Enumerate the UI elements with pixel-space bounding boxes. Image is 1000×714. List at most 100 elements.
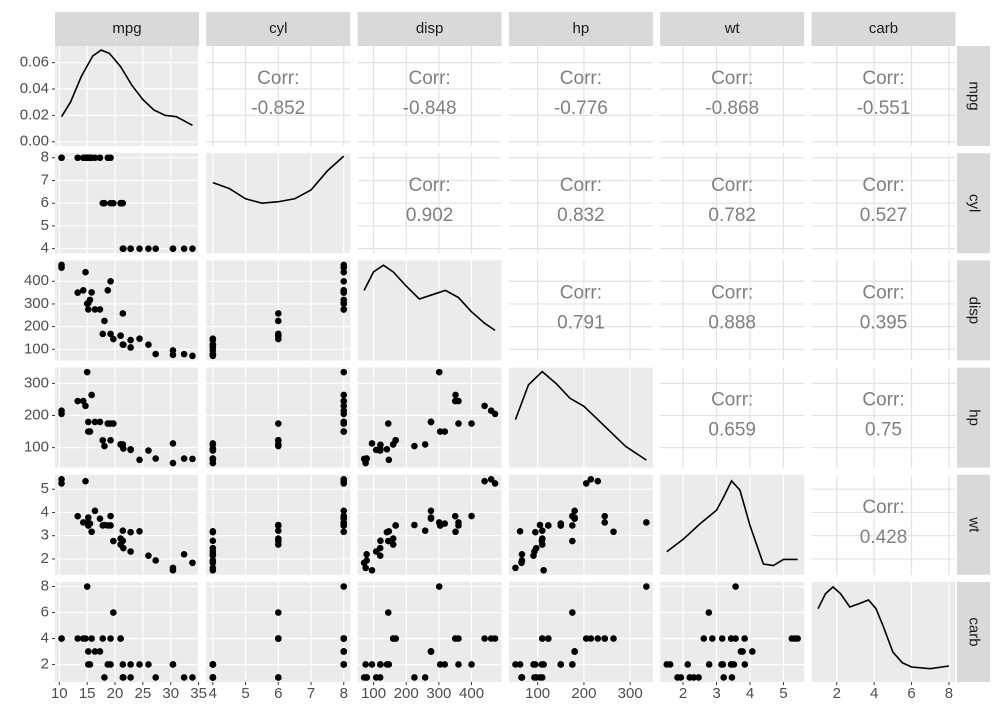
x-tick-label: 8 bbox=[945, 685, 953, 702]
scatter-point bbox=[741, 635, 748, 642]
scatter-point bbox=[610, 528, 617, 536]
scatter-point bbox=[455, 420, 462, 427]
y-tick-label: 4 bbox=[41, 629, 49, 646]
scatter-point bbox=[101, 674, 108, 681]
scatter-point bbox=[455, 661, 462, 668]
scatter-point bbox=[82, 635, 89, 642]
x-tick-label: 2 bbox=[833, 685, 841, 702]
scatter-point bbox=[88, 528, 95, 536]
scatter-point bbox=[99, 199, 107, 207]
x-tick-label: 300 bbox=[426, 685, 451, 702]
x-tick-label: 10 bbox=[51, 685, 68, 702]
scatter-point bbox=[209, 455, 217, 462]
scatter-point bbox=[709, 635, 716, 642]
scatter-point bbox=[427, 418, 435, 426]
panel-background bbox=[660, 260, 805, 361]
scatter-point bbox=[83, 583, 91, 590]
scatter-point bbox=[145, 552, 152, 559]
x-tick-label: 4 bbox=[746, 685, 754, 702]
scatter-point bbox=[441, 661, 449, 668]
scatter-point bbox=[518, 674, 526, 681]
scatter-point bbox=[127, 661, 134, 668]
scatter-point bbox=[544, 635, 552, 642]
corr-value: 0.888 bbox=[708, 312, 756, 333]
scatter-point bbox=[571, 507, 578, 515]
scatter-point bbox=[451, 397, 459, 405]
corr-value: 0.832 bbox=[557, 205, 605, 226]
scatter-point bbox=[571, 648, 578, 655]
scatter-point bbox=[275, 335, 282, 343]
scatter-point bbox=[58, 154, 65, 162]
panel-background bbox=[660, 474, 805, 575]
corr-value: 0.902 bbox=[406, 205, 454, 226]
scatter-point bbox=[340, 407, 348, 414]
scatter-point bbox=[557, 661, 565, 668]
x-tick-label: 25 bbox=[135, 685, 152, 702]
scatter-point bbox=[82, 477, 89, 485]
scatter-point bbox=[275, 527, 282, 534]
scatter-point bbox=[180, 245, 188, 252]
scatter-point bbox=[83, 154, 91, 162]
scatter-point bbox=[152, 674, 159, 681]
scatter-point bbox=[107, 277, 114, 285]
scatter-point bbox=[145, 341, 152, 348]
corr-value: -0.868 bbox=[705, 98, 759, 119]
scatter-point bbox=[74, 635, 82, 642]
panel-background bbox=[811, 260, 956, 361]
column-strip-label: wt bbox=[724, 20, 741, 37]
scatter-point bbox=[209, 566, 217, 574]
scatter-point bbox=[362, 564, 369, 572]
x-tick-label: 7 bbox=[307, 685, 315, 702]
y-tick-label: 400 bbox=[24, 272, 49, 289]
scatter-point bbox=[83, 519, 91, 526]
scatter-point bbox=[718, 635, 726, 642]
scatter-point bbox=[209, 447, 217, 454]
scatter-point bbox=[180, 455, 188, 462]
scatter-point bbox=[152, 350, 159, 358]
scatter-point bbox=[91, 418, 99, 426]
corr-value: 0.782 bbox=[708, 205, 756, 226]
scatter-point bbox=[88, 635, 95, 642]
scatter-point bbox=[169, 347, 177, 354]
panel-background bbox=[660, 367, 805, 468]
scatter-point bbox=[389, 541, 397, 548]
y-tick-label: 0.00 bbox=[20, 133, 49, 150]
scatter-point bbox=[436, 661, 444, 668]
corr-label: Corr: bbox=[257, 68, 299, 89]
corr-value: 0.75 bbox=[865, 420, 902, 441]
scatter-point bbox=[74, 397, 82, 405]
scatter-point bbox=[58, 264, 65, 271]
scatter-point bbox=[383, 661, 391, 668]
panel-background bbox=[811, 367, 956, 468]
scatter-point bbox=[601, 512, 609, 520]
scatter-point bbox=[384, 420, 392, 427]
panel-background bbox=[811, 474, 956, 575]
scatter-point bbox=[169, 566, 177, 574]
scatter-point bbox=[127, 445, 134, 453]
scatter-point bbox=[340, 648, 348, 655]
scatter-point bbox=[427, 648, 435, 655]
column-strip bbox=[508, 12, 653, 46]
scatter-point bbox=[275, 635, 282, 642]
y-tick-label: 100 bbox=[24, 340, 49, 357]
y-tick-label: 0.06 bbox=[20, 54, 49, 71]
corr-label: Corr: bbox=[862, 175, 904, 196]
scatter-point bbox=[518, 557, 526, 564]
corr-label: Corr: bbox=[408, 175, 450, 196]
density-curve bbox=[817, 585, 950, 670]
scatter-point bbox=[538, 537, 546, 545]
y-tick-label: 0.04 bbox=[20, 80, 49, 97]
scatter-point bbox=[152, 455, 159, 462]
scatter-point bbox=[411, 674, 418, 681]
panel-background bbox=[357, 46, 502, 146]
scatter-point bbox=[727, 635, 735, 642]
y-tick-label: 2 bbox=[41, 550, 49, 567]
scatter-point bbox=[189, 352, 196, 360]
column-strip-label: mpg bbox=[112, 20, 141, 37]
density-curve bbox=[666, 479, 798, 567]
panel-background bbox=[55, 474, 199, 575]
scatter-point bbox=[136, 661, 143, 668]
scatter-point bbox=[677, 674, 685, 681]
scatter-point bbox=[275, 522, 282, 529]
scatter-point bbox=[530, 552, 537, 559]
